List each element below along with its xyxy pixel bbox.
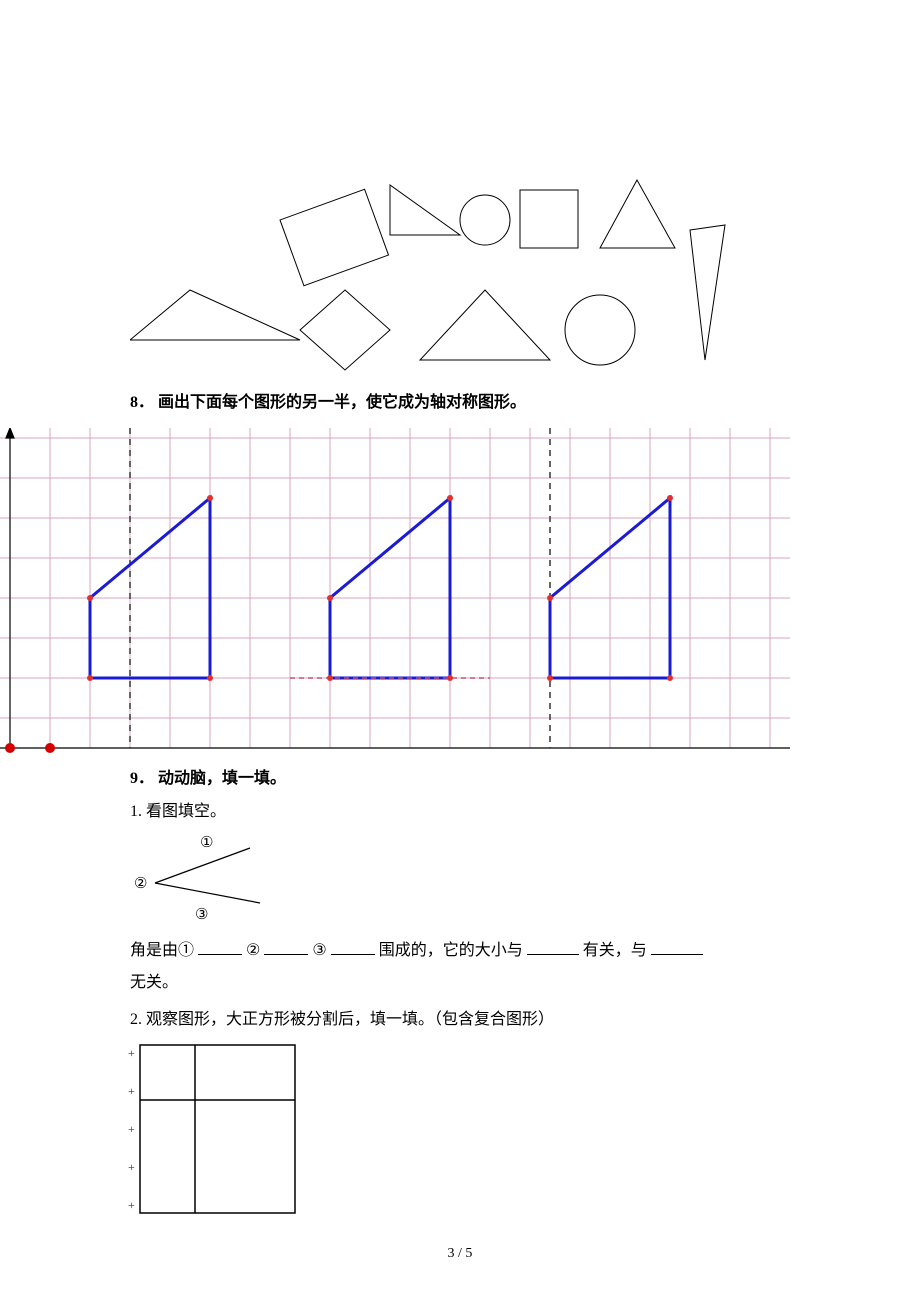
q8-text: 画出下面每个图形的另一半，使它成为轴对称图形。 (158, 394, 526, 411)
symmetry-grid-figure (0, 428, 790, 758)
blank-4[interactable] (527, 938, 579, 955)
fill-p3: ③ (312, 942, 326, 959)
q9-sub1: 1. 看图填空。 (130, 799, 790, 825)
q9-fill-sentence: 角是由① ② ③ 围成的，它的大小与 有关，与 无关。 (130, 935, 790, 999)
question-8: 8． 画出下面每个图形的另一半，使它成为轴对称图形。 (130, 390, 790, 416)
angle-svg: ① ② ③ (130, 833, 290, 923)
shapes-svg (130, 160, 790, 380)
fill-p2: ② (246, 942, 260, 959)
q9-number: 9． (130, 770, 154, 787)
angle-label-bottom: ③ (195, 907, 208, 923)
q9-sub2-num: 2. (130, 1011, 142, 1028)
fill-p4: 围成的，它的大小与 (379, 942, 523, 959)
q8-number: 8． (130, 394, 154, 411)
angle-label-top: ① (200, 835, 213, 851)
q9-sub2-text: 观察图形，大正方形被分割后，填一填。（包含复合图形） (146, 1011, 554, 1028)
fill-p5: 有关，与 (583, 942, 647, 959)
blank-3[interactable] (331, 938, 375, 955)
grid-svg (0, 428, 790, 758)
page: 8． 画出下面每个图形的另一半，使它成为轴对称图形。 (0, 0, 920, 1302)
square-svg (130, 1040, 300, 1220)
blank-5[interactable] (651, 938, 703, 955)
fill-p6: 无关。 (130, 974, 178, 991)
blank-1[interactable] (198, 938, 242, 955)
angle-label-vertex: ② (134, 876, 147, 892)
question-9: 9． 动动脑，填一填。 (130, 766, 790, 792)
q9-title: 动动脑，填一填。 (158, 770, 286, 787)
divided-square-figure: + + + + + (130, 1040, 300, 1220)
angle-figure: ① ② ③ (130, 833, 290, 923)
page-footer: 3 / 5 (0, 1246, 920, 1262)
blank-2[interactable] (264, 938, 308, 955)
q9-sub1-text: 看图填空。 (146, 803, 226, 820)
fill-p1: 角是由① (130, 942, 194, 959)
q9-sub1-num: 1. (130, 803, 142, 820)
q9-sub2: 2. 观察图形，大正方形被分割后，填一填。（包含复合图形） (130, 1007, 790, 1033)
shapes-collection-figure (130, 160, 790, 380)
